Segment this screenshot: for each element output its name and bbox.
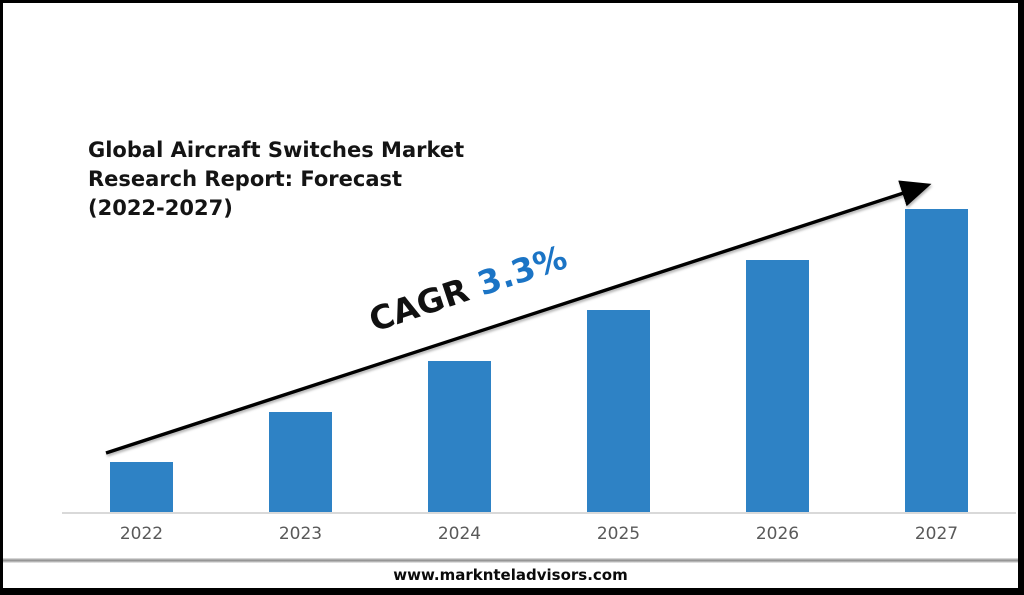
bar-column-2026 — [698, 209, 857, 513]
bar-2023 — [269, 411, 332, 513]
bar-column-2025 — [539, 209, 698, 513]
footer-divider — [3, 558, 1018, 563]
chart-title-line2: Research Report: Forecast — [88, 167, 403, 191]
bar-column-2024 — [380, 209, 539, 513]
x-label-2027: 2027 — [914, 524, 959, 544]
bar-column-2027 — [857, 209, 1016, 513]
bar-column-2022 — [62, 209, 221, 513]
x-axis-labels: 2022 2023 2024 2025 2026 2027 — [62, 524, 1016, 544]
bar-chart — [62, 209, 1016, 513]
x-label-2025: 2025 — [596, 524, 641, 544]
x-label-2022: 2022 — [119, 524, 164, 544]
x-label-2023: 2023 — [278, 524, 323, 544]
footer-url: www.marknteladvisors.com — [393, 566, 628, 584]
x-axis-line — [62, 512, 1016, 514]
chart-title-line1: Global Aircraft Switches Market — [88, 138, 465, 162]
bar-2025 — [587, 310, 650, 513]
bar-2027 — [905, 209, 968, 513]
bar-2024 — [428, 361, 491, 513]
x-label-2026: 2026 — [755, 524, 800, 544]
bar-2026 — [746, 259, 809, 513]
bar-column-2023 — [221, 209, 380, 513]
x-label-2024: 2024 — [437, 524, 482, 544]
bar-2022 — [110, 462, 173, 513]
chart-title: Global Aircraft Switches Market Research… — [88, 136, 464, 223]
